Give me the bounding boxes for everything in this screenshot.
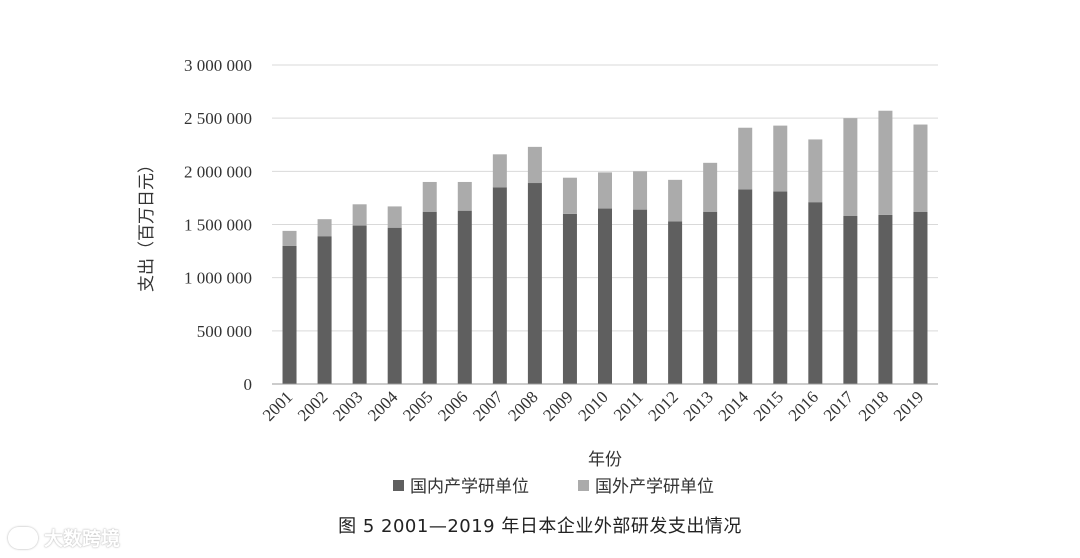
bar-overseas	[843, 118, 858, 216]
bar-overseas	[703, 162, 718, 212]
bar-overseas	[668, 179, 683, 222]
bar-overseas	[773, 125, 788, 192]
x-tick-label: 2003	[329, 387, 366, 424]
y-tick-label: 2 500 000	[184, 109, 252, 128]
x-tick-label: 2001	[259, 387, 296, 424]
x-tick-label: 2016	[785, 387, 822, 424]
bar-overseas	[562, 177, 577, 214]
bar-domestic	[843, 215, 858, 384]
x-tick-label: 2019	[890, 387, 927, 424]
x-axis-title: 年份	[588, 450, 622, 470]
x-tick-label: 2012	[644, 387, 681, 424]
watermark-logo-icon	[8, 526, 38, 549]
bar-domestic	[808, 202, 823, 384]
legend-label: 国内产学研单位	[410, 477, 529, 497]
x-tick-label: 2014	[715, 387, 753, 425]
bar-domestic	[527, 183, 542, 384]
x-tick-label: 2011	[610, 387, 647, 424]
y-tick-label: 1 500 000	[184, 216, 252, 235]
bar-domestic	[352, 225, 367, 384]
legend: 国内产学研单位 国外产学研单位	[393, 477, 714, 497]
y-tick-label: 1 000 000	[184, 269, 252, 288]
bar-overseas	[738, 127, 753, 190]
bar-overseas	[422, 181, 437, 212]
x-tick-label: 2007	[469, 387, 507, 425]
bar-domestic	[738, 189, 753, 384]
bar-overseas	[387, 206, 402, 228]
bar-overseas	[352, 204, 367, 226]
bar-domestic	[773, 191, 788, 384]
bar-overseas	[282, 230, 297, 246]
x-tick-label: 2002	[294, 387, 331, 424]
watermark: 大数跨境	[8, 524, 120, 551]
bar-overseas	[492, 154, 507, 188]
x-tick-label: 2004	[364, 387, 402, 425]
bar-domestic	[703, 211, 718, 384]
x-tick-label: 2010	[574, 387, 611, 424]
bar-domestic	[562, 213, 577, 384]
bar-domestic	[317, 236, 332, 384]
x-axis-ticks: 2001200220032004200520062007200820092010…	[259, 387, 927, 425]
watermark-text: 大数跨境	[44, 528, 121, 550]
x-tick-label: 2015	[750, 387, 787, 424]
x-tick-label: 2006	[434, 387, 471, 424]
x-tick-label: 2018	[855, 387, 892, 424]
stacked-bar-chart: 0 500 000 1 000 000 1 500 000 2 000 000 2 500…	[137, 56, 938, 497]
legend-label: 国外产学研单位	[595, 477, 714, 497]
y-axis-ticks: 0 500 000 1 000 000 1 500 000 2 000 000 2 500…	[184, 56, 252, 394]
bar-overseas	[633, 171, 648, 210]
bar-overseas	[457, 181, 472, 211]
x-tick-label: 2009	[539, 387, 576, 424]
bar-domestic	[878, 214, 893, 384]
bar-overseas	[598, 172, 612, 209]
y-tick-label: 0	[244, 375, 253, 394]
bar-domestic	[457, 210, 472, 384]
y-tick-label: 2 000 000	[184, 162, 252, 181]
bar-domestic	[492, 187, 507, 384]
x-tick-label: 2008	[504, 387, 541, 424]
bar-overseas	[913, 124, 928, 212]
y-tick-label: 3 000 000	[184, 56, 252, 75]
bar-domestic	[282, 245, 297, 384]
legend-swatch	[578, 480, 589, 491]
bars	[282, 110, 928, 384]
x-tick-label: 2017	[820, 387, 858, 425]
bar-domestic	[422, 211, 437, 384]
bar-domestic	[387, 227, 402, 384]
bar-domestic	[598, 208, 612, 384]
bar-domestic	[913, 211, 928, 384]
bar-domestic	[633, 209, 648, 384]
bar-domestic	[668, 221, 683, 384]
legend-swatch	[393, 480, 404, 491]
x-tick-label: 2005	[399, 387, 436, 424]
bar-overseas	[527, 146, 542, 184]
y-tick-label: 500 000	[197, 322, 252, 341]
bar-overseas	[878, 110, 893, 215]
bar-overseas	[808, 139, 823, 203]
y-axis-title: 支出（百万日元）	[137, 156, 157, 292]
figure-caption: 图 5 2001—2019 年日本企业外部研发支出情况	[338, 516, 742, 537]
x-tick-label: 2013	[680, 387, 717, 424]
bar-overseas	[317, 219, 332, 237]
